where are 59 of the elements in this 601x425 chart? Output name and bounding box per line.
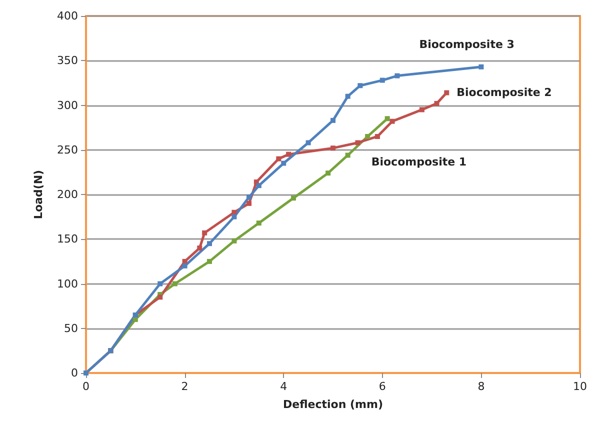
- point: [256, 183, 262, 188]
- point: [478, 64, 484, 70]
- point: [246, 200, 252, 206]
- x-tick-label: 4: [280, 380, 288, 393]
- point: [256, 220, 262, 226]
- point: [306, 140, 311, 146]
- y-tick-label: 50: [64, 322, 78, 335]
- series-label: Biocomposite 1: [371, 156, 467, 169]
- point: [326, 170, 331, 176]
- point: [358, 83, 363, 88]
- y-tick-label: 150: [57, 232, 78, 246]
- point: [384, 116, 390, 122]
- point: [419, 107, 424, 112]
- point: [207, 258, 212, 264]
- point: [197, 246, 202, 251]
- point: [232, 238, 237, 244]
- point: [330, 118, 336, 123]
- y-tick-label: 400: [57, 10, 78, 22]
- point: [246, 194, 252, 200]
- point: [390, 118, 395, 124]
- point: [182, 258, 188, 264]
- x-tick-label: 6: [378, 380, 386, 393]
- x-tick-label: 8: [478, 380, 485, 393]
- point: [374, 134, 380, 139]
- y-tick-label: 300: [57, 98, 78, 112]
- series-label: Biocomposite 2: [456, 86, 552, 99]
- x-tick-label: 2: [181, 380, 188, 393]
- point: [232, 210, 237, 215]
- point: [345, 94, 350, 99]
- point: [286, 152, 292, 157]
- point: [172, 281, 178, 286]
- text: Biocomposite 3: [419, 38, 514, 51]
- point: [434, 100, 440, 106]
- point: [276, 156, 282, 162]
- x-tick-label: 10: [573, 380, 587, 393]
- point: [394, 73, 400, 78]
- y-tick-label: 0: [71, 366, 78, 380]
- point: [202, 230, 208, 236]
- x-tick-label: 0: [82, 380, 90, 393]
- point: [281, 160, 286, 166]
- point: [330, 146, 336, 151]
- point: [158, 281, 163, 286]
- y-tick-label: 350: [57, 54, 78, 68]
- point: [290, 196, 296, 201]
- point: [345, 152, 350, 158]
- y-tick-label: 250: [57, 143, 78, 156]
- point: [365, 134, 370, 139]
- point: [355, 140, 360, 146]
- y-tick-label: 100: [57, 277, 78, 290]
- point: [132, 316, 138, 322]
- point: [182, 263, 188, 268]
- point: [444, 90, 450, 96]
- y-axis-title: Load(N): [32, 170, 45, 220]
- point: [232, 214, 237, 220]
- point: [380, 78, 385, 83]
- point: [207, 241, 212, 246]
- point: [158, 294, 163, 300]
- y-tick-label: 200: [57, 188, 78, 201]
- x-axis-title: Deflection (mm): [283, 398, 383, 411]
